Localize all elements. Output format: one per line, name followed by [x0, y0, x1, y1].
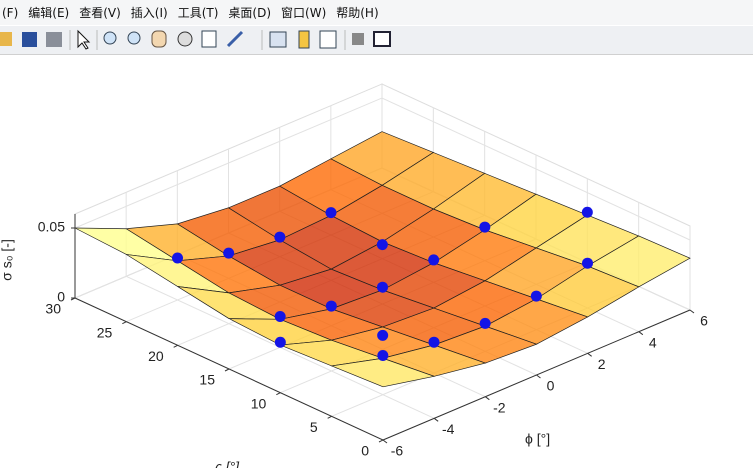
data-cursor-button[interactable] [201, 30, 217, 48]
data-point [530, 290, 542, 302]
menu-item[interactable]: 查看(V) [79, 6, 121, 20]
x-tick [382, 439, 388, 444]
menu-item[interactable]: 插入(I) [130, 6, 168, 20]
menu-item[interactable]: 桌面(D) [228, 6, 272, 20]
data-point [376, 239, 388, 251]
menu-item[interactable]: 帮助(H) [336, 6, 379, 20]
data-point [479, 221, 491, 233]
y-tick [327, 415, 332, 419]
data-point [377, 281, 388, 293]
x-tick [638, 331, 644, 336]
data-point [428, 254, 440, 266]
menu-item[interactable]: (F) [2, 5, 19, 20]
x-axis-label: ϕ [°] [525, 431, 550, 447]
x-tick-label: -2 [493, 399, 506, 415]
y-axis-label: ς [°] [215, 459, 240, 468]
link-button[interactable] [269, 31, 287, 48]
x-tick-label: 6 [700, 313, 708, 329]
y-tick [173, 344, 178, 348]
z-tick-label: 0 [57, 289, 65, 305]
data-point [223, 247, 235, 259]
menu-item[interactable]: 工具(T) [177, 6, 219, 20]
z-axis-label: σ s₀ [-] [0, 239, 15, 281]
x-tick [433, 417, 439, 422]
y-tick-label: 5 [310, 419, 318, 435]
y-tick-label: 10 [251, 395, 267, 411]
data-point [582, 257, 593, 269]
x-tick-label: 2 [598, 356, 606, 372]
data-point [581, 206, 593, 218]
data-point [274, 336, 286, 348]
y-tick [122, 321, 127, 325]
legend-button[interactable] [319, 30, 337, 49]
rotate-button[interactable] [177, 31, 193, 47]
brush-button[interactable] [226, 30, 244, 48]
y-tick [378, 439, 384, 443]
y-tick-label: 20 [148, 348, 164, 364]
x-tick [536, 374, 541, 379]
x-tick-label: -6 [391, 443, 404, 459]
grid-line [74, 97, 691, 241]
x-tick-label: 4 [649, 334, 657, 350]
data-point [479, 317, 491, 329]
x-tick [689, 309, 695, 314]
data-point [325, 207, 337, 219]
data-point [428, 336, 440, 348]
y-tick-label: 15 [199, 372, 215, 388]
toolbar [0, 26, 753, 55]
show-tools-button[interactable] [373, 31, 391, 47]
menu-item[interactable]: 编辑(E) [28, 6, 70, 20]
x-tick [485, 396, 490, 401]
data-point [377, 349, 389, 361]
colorbar-button[interactable] [298, 30, 310, 49]
zoom-out-button[interactable] [127, 31, 141, 45]
x-tick [587, 352, 592, 357]
y-tick-label: 30 [45, 301, 61, 317]
save-button[interactable] [22, 32, 37, 47]
y-tick-label: 25 [97, 324, 113, 340]
y-tick [276, 392, 281, 396]
y-tick [224, 368, 230, 372]
z-tick-label: 0.05 [38, 219, 65, 235]
menu-bar: (F) 编辑(E) 查看(V) 插入(I) 工具(T) 桌面(D) 窗口(W) … [0, 0, 753, 25]
data-point [377, 329, 389, 341]
data-point [172, 252, 183, 264]
pan-button[interactable] [151, 30, 167, 48]
data-point [274, 231, 286, 243]
data-point [325, 300, 337, 312]
pointer-button[interactable] [77, 29, 91, 50]
print-button[interactable] [46, 32, 62, 47]
x-tick-label: 0 [547, 378, 555, 394]
zoom-in-button[interactable] [103, 31, 117, 45]
y-tick-label: 0 [361, 443, 369, 459]
open-button[interactable] [0, 32, 12, 46]
hide-tools-button[interactable] [352, 33, 364, 45]
menu-item[interactable]: 窗口(W) [281, 6, 327, 20]
x-tick-label: -4 [442, 421, 455, 437]
data-point [274, 311, 286, 323]
